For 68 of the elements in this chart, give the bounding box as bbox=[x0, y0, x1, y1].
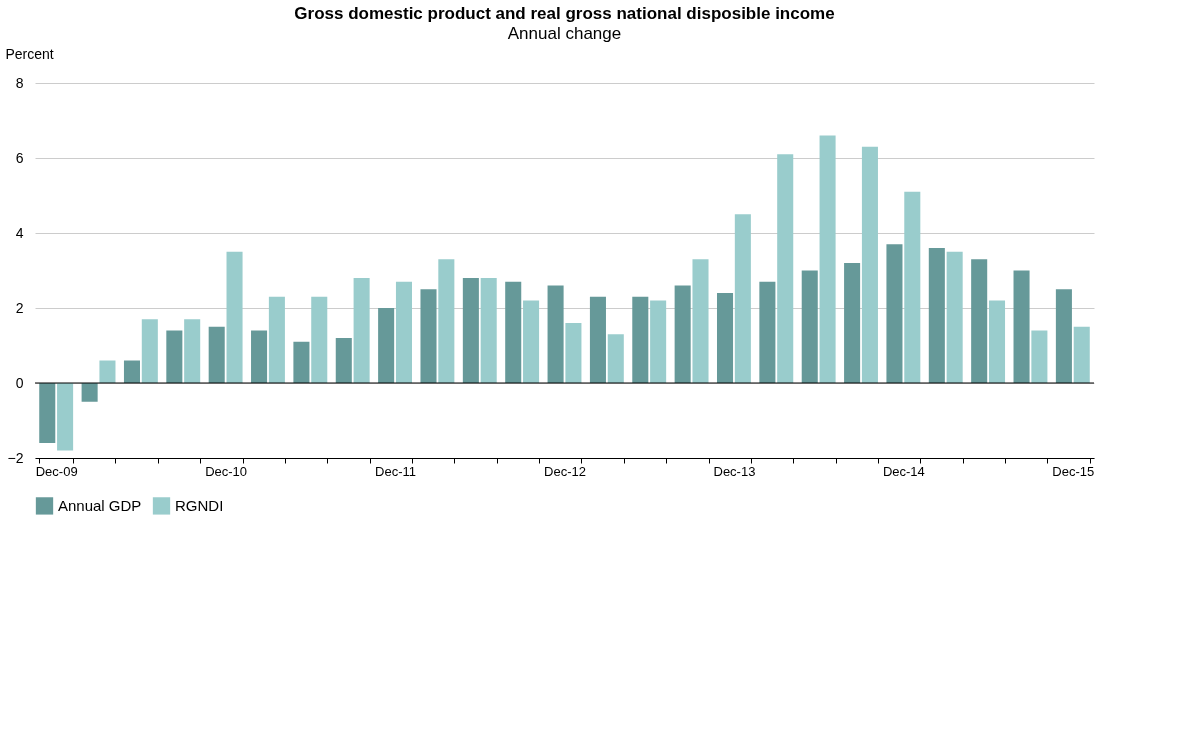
bar bbox=[971, 259, 988, 383]
x-tick-label: Dec-13 bbox=[713, 463, 756, 479]
bar bbox=[438, 259, 455, 383]
y-tick-label: 6 bbox=[15, 149, 24, 166]
bar bbox=[861, 146, 878, 383]
bar bbox=[268, 296, 285, 383]
bar bbox=[801, 270, 818, 383]
bar bbox=[57, 383, 74, 451]
bar bbox=[674, 285, 691, 383]
bar bbox=[734, 214, 751, 383]
bar bbox=[420, 289, 437, 383]
bar bbox=[39, 383, 56, 443]
bar bbox=[988, 300, 1006, 383]
bar bbox=[480, 278, 497, 383]
bar bbox=[208, 326, 225, 383]
bar bbox=[759, 281, 776, 383]
bar bbox=[81, 383, 98, 402]
bar bbox=[565, 323, 582, 383]
bar bbox=[904, 191, 921, 383]
bar bbox=[692, 259, 709, 383]
bar bbox=[1055, 289, 1072, 383]
x-tick-label: Dec-14 bbox=[882, 463, 925, 479]
y-tick-label: 0 bbox=[15, 374, 24, 391]
x-tick-label: Dec-09 bbox=[35, 463, 78, 479]
bar bbox=[166, 330, 183, 383]
bar bbox=[462, 278, 479, 383]
chart-subtitle: Annual change bbox=[507, 24, 622, 43]
bar bbox=[141, 319, 158, 383]
bar bbox=[607, 334, 624, 383]
bar bbox=[844, 263, 861, 383]
y-tick-label: 4 bbox=[15, 224, 24, 241]
bar bbox=[717, 293, 734, 383]
legend-label: RGNDI bbox=[175, 496, 224, 514]
bar bbox=[777, 154, 794, 383]
bar bbox=[353, 278, 370, 383]
bar bbox=[505, 281, 522, 383]
bar bbox=[123, 360, 141, 383]
y-axis-title: Percent bbox=[5, 45, 54, 62]
x-tick-label: Dec-12 bbox=[544, 463, 586, 479]
bar bbox=[335, 338, 352, 383]
legend-label: Annual GDP bbox=[58, 496, 142, 514]
bar bbox=[523, 300, 540, 383]
bar bbox=[311, 296, 328, 383]
bar bbox=[378, 308, 395, 383]
bar bbox=[99, 360, 116, 383]
bar bbox=[1013, 270, 1030, 383]
bar bbox=[819, 135, 836, 383]
bar bbox=[184, 319, 201, 383]
y-tick-label: 8 bbox=[15, 74, 24, 91]
chart-title: Gross domestic product and real gross national disposible income bbox=[294, 4, 835, 23]
bar bbox=[589, 296, 606, 383]
bar bbox=[251, 330, 268, 383]
x-tick-label: Dec-10 bbox=[205, 463, 248, 479]
x-tick-label: Dec-15 bbox=[1052, 463, 1095, 479]
bar bbox=[547, 285, 564, 383]
x-tick-label: Dec-11 bbox=[375, 463, 417, 479]
bar bbox=[226, 251, 243, 383]
bar bbox=[1073, 326, 1090, 383]
bar bbox=[946, 251, 963, 383]
y-tick-label: −2 bbox=[7, 449, 24, 466]
bar bbox=[395, 281, 412, 383]
y-tick-label: 2 bbox=[15, 299, 24, 316]
bar bbox=[928, 248, 945, 383]
bar bbox=[1031, 330, 1048, 383]
bar bbox=[650, 300, 667, 383]
bar bbox=[293, 341, 310, 383]
bar bbox=[632, 296, 649, 383]
bar bbox=[886, 244, 903, 383]
